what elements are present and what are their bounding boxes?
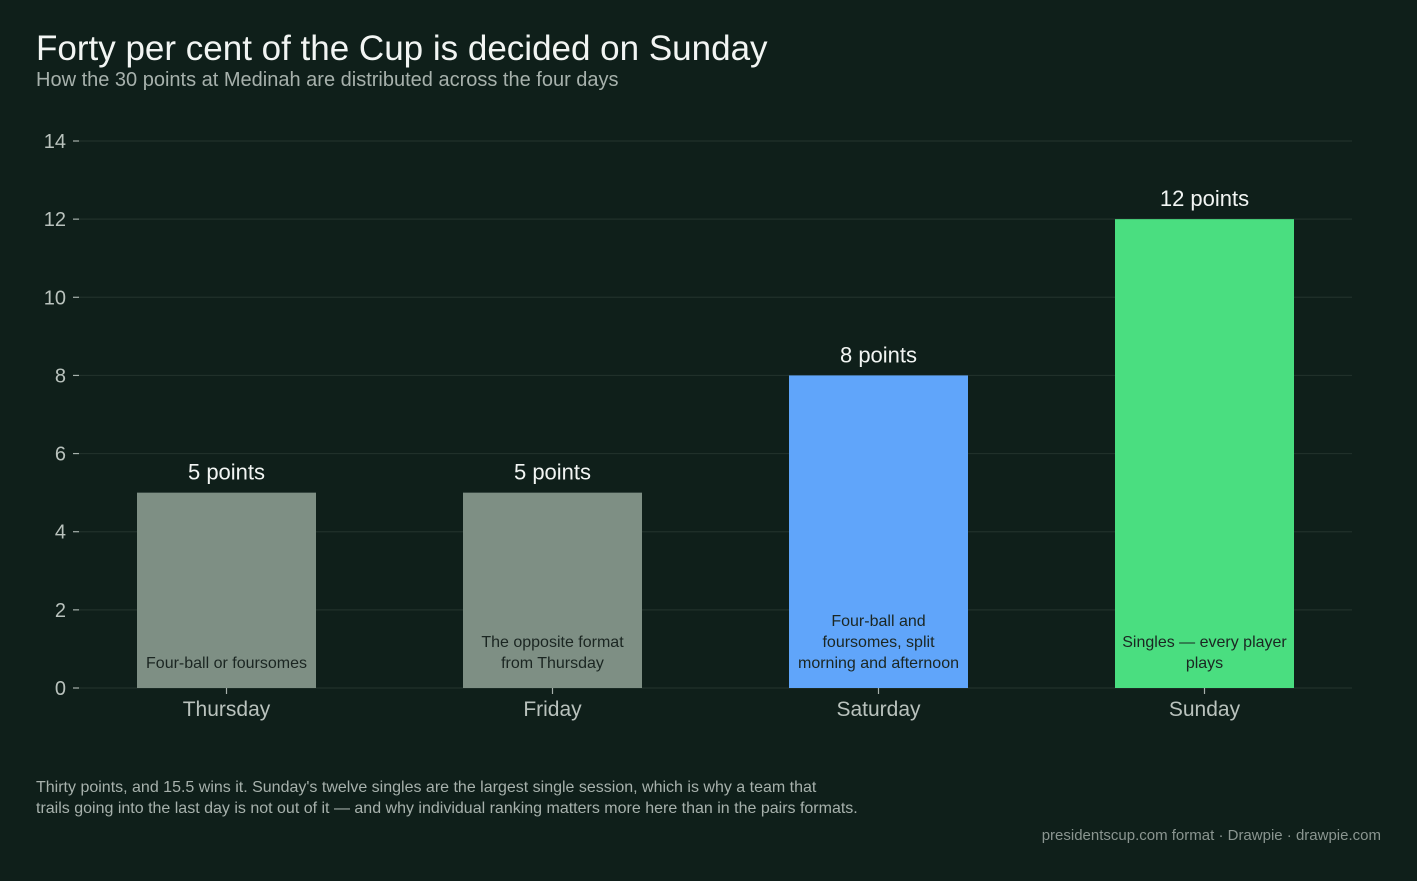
bar-value-label: 12 points [1160,186,1249,211]
bar-friday [463,492,642,688]
y-tick-label: 12 [44,209,66,231]
bar-value-label: 8 points [840,342,917,367]
footnote-line: trails going into the last day is not ou… [36,800,858,817]
y-axis: 0 2 4 6 8 10 12 14 [44,131,79,700]
bar-value-label: 5 points [188,460,265,485]
footnote: Thirty points, and 15.5 wins it. Sunday'… [36,777,996,819]
bar-description: Singles — every player [1122,634,1287,651]
x-tick-label: Thursday [183,698,271,721]
bar-value-label: 5 points [514,460,591,485]
bar-description: from Thursday [501,655,604,672]
y-tick-label: 0 [55,678,66,700]
y-tick-label: 2 [55,600,66,622]
chart-title: Forty per cent of the Cup is decided on … [36,29,768,68]
y-tick-label: 4 [55,522,66,544]
y-tick-label: 8 [55,365,66,387]
x-axis: Thursday Friday Saturday Sunday [183,688,1241,721]
x-tick-label: Sunday [1169,698,1241,721]
source-credit: presidentscup.com format · Drawpie · dra… [1041,827,1381,844]
bar-thursday [137,492,316,688]
bar-description: The opposite format [481,634,624,651]
y-tick-label: 6 [55,444,66,466]
bar-description: foursomes, split [822,634,935,651]
bar-saturday [789,375,968,688]
x-tick-label: Friday [523,698,582,721]
bar-description: plays [1186,655,1223,672]
y-tick-label: 14 [44,131,66,153]
x-tick-label: Saturday [836,698,921,721]
y-tick-label: 10 [44,287,66,309]
bar-description: morning and afternoon [798,655,959,672]
chart-subtitle: How the 30 points at Medinah are distrib… [36,69,619,91]
bar-description: Four-ball and [831,613,925,630]
bars: 5 points Four-ball or foursomes 5 points Th… [137,186,1294,688]
bar-description: Four-ball or foursomes [146,655,307,672]
footnote-line: Thirty points, and 15.5 wins it. Sunday'… [36,779,817,796]
bar-sunday [1115,219,1294,688]
